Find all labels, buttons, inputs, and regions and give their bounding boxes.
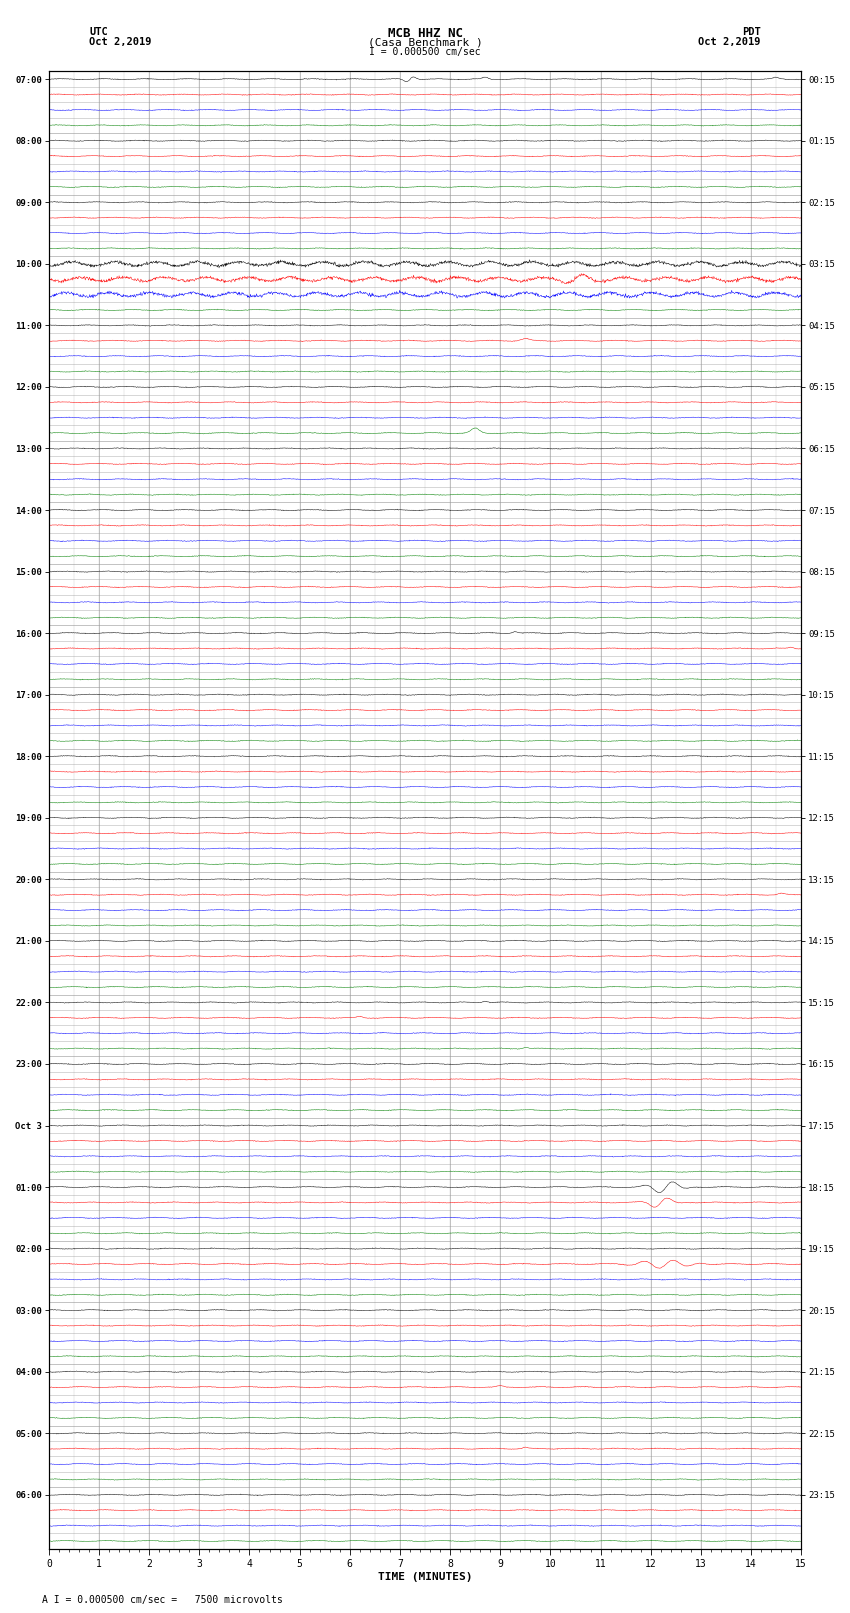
Text: (Casa Benchmark ): (Casa Benchmark ) <box>367 37 483 47</box>
Text: Oct 2,2019: Oct 2,2019 <box>698 37 761 47</box>
Text: PDT: PDT <box>742 27 761 37</box>
Text: Oct 2,2019: Oct 2,2019 <box>89 37 152 47</box>
X-axis label: TIME (MINUTES): TIME (MINUTES) <box>377 1573 473 1582</box>
Text: I = 0.000500 cm/sec: I = 0.000500 cm/sec <box>369 47 481 56</box>
Text: UTC: UTC <box>89 27 108 37</box>
Text: A I = 0.000500 cm/sec =   7500 microvolts: A I = 0.000500 cm/sec = 7500 microvolts <box>42 1595 283 1605</box>
Text: MCB HHZ NC: MCB HHZ NC <box>388 27 462 40</box>
